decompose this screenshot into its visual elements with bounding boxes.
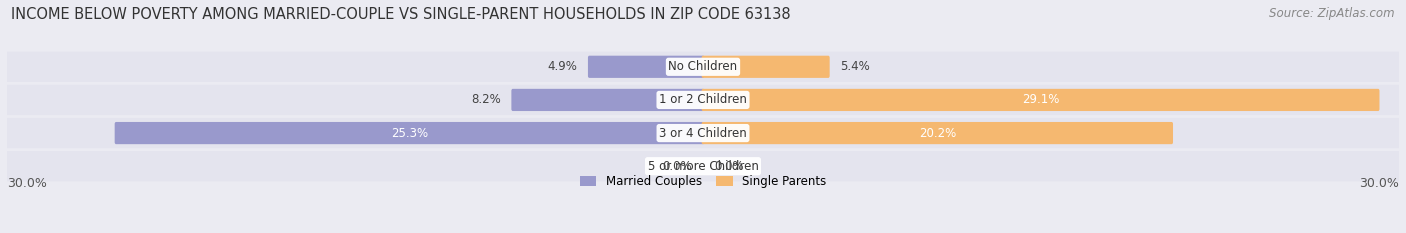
Text: 8.2%: 8.2% [471,93,501,106]
Text: Source: ZipAtlas.com: Source: ZipAtlas.com [1270,7,1395,20]
Text: 5.4%: 5.4% [839,60,870,73]
FancyBboxPatch shape [0,118,1406,148]
Text: 25.3%: 25.3% [391,127,427,140]
Text: 0.0%: 0.0% [714,160,744,173]
FancyBboxPatch shape [115,122,704,144]
Text: No Children: No Children [668,60,738,73]
FancyBboxPatch shape [588,56,704,78]
Text: 30.0%: 30.0% [7,177,46,190]
FancyBboxPatch shape [512,89,704,111]
Text: INCOME BELOW POVERTY AMONG MARRIED-COUPLE VS SINGLE-PARENT HOUSEHOLDS IN ZIP COD: INCOME BELOW POVERTY AMONG MARRIED-COUPL… [11,7,790,22]
Text: 5 or more Children: 5 or more Children [648,160,758,173]
FancyBboxPatch shape [0,151,1406,181]
Text: 20.2%: 20.2% [918,127,956,140]
FancyBboxPatch shape [0,85,1406,115]
FancyBboxPatch shape [702,56,830,78]
FancyBboxPatch shape [702,122,1173,144]
FancyBboxPatch shape [0,52,1406,82]
FancyBboxPatch shape [702,89,1379,111]
Text: 1 or 2 Children: 1 or 2 Children [659,93,747,106]
Text: 3 or 4 Children: 3 or 4 Children [659,127,747,140]
Text: 4.9%: 4.9% [548,60,578,73]
Text: 29.1%: 29.1% [1022,93,1059,106]
Text: 30.0%: 30.0% [1360,177,1399,190]
Legend: Married Couples, Single Parents: Married Couples, Single Parents [579,175,827,188]
Text: 0.0%: 0.0% [662,160,692,173]
